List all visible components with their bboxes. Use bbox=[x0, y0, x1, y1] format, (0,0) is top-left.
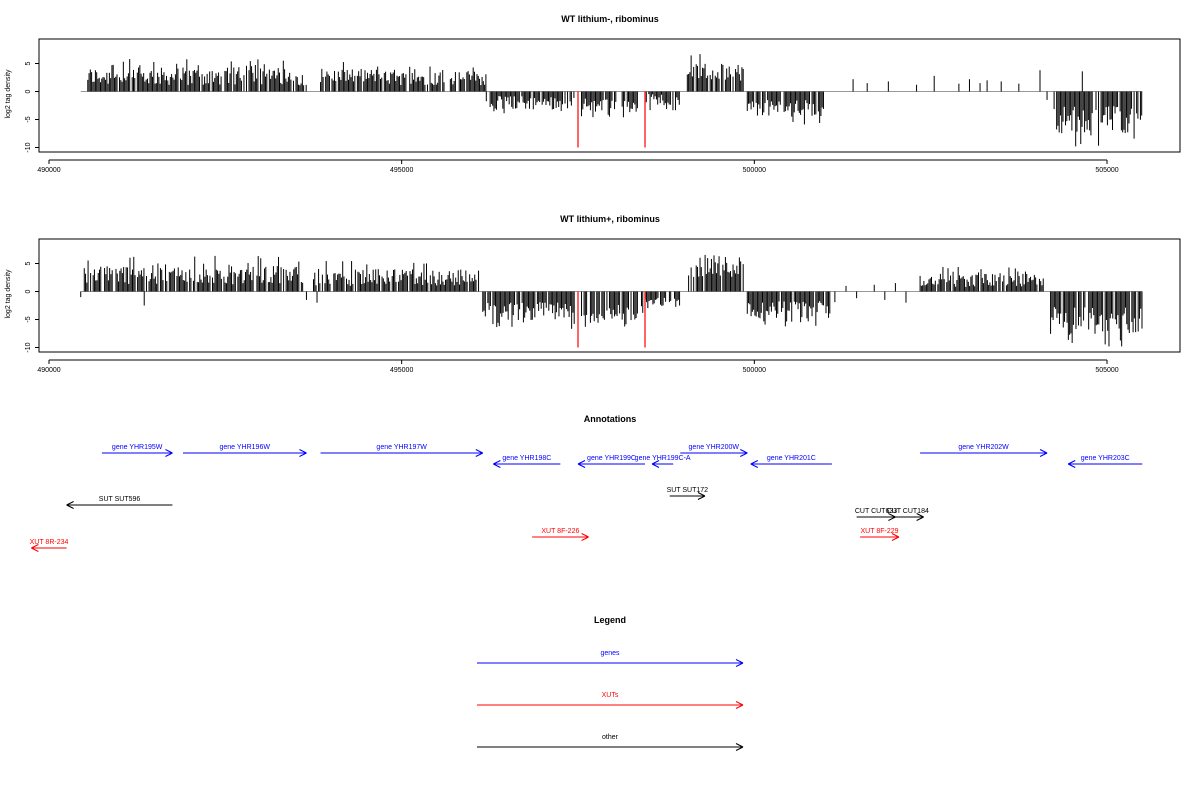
annotation-gene-yhr202w: gene YHR202W bbox=[920, 444, 1048, 457]
panel-1-ylabel: log2 tag density bbox=[5, 69, 12, 119]
x-tick-label: 500000 bbox=[743, 367, 766, 374]
legend-panel: Legend genes XUTs other bbox=[477, 615, 744, 751]
annotation-label: XUT 8F-229 bbox=[861, 528, 899, 535]
annotation-gene-yhr199c: gene YHR199C bbox=[577, 455, 646, 468]
panel-2-bars bbox=[80, 254, 1143, 348]
annotation-label: CUT CUT184 bbox=[887, 508, 929, 515]
annotation-cut-cut184: CUT CUT184 bbox=[887, 508, 929, 521]
legend-title: Legend bbox=[594, 615, 626, 625]
legend-item-other: other bbox=[477, 734, 744, 751]
annotations-title: Annotations bbox=[584, 414, 637, 424]
annotation-label: gene YHR203C bbox=[1081, 455, 1130, 462]
legend-label: genes bbox=[600, 650, 620, 657]
annotation-label: gene YHR202W bbox=[958, 444, 1009, 451]
y-tick-label: -10 bbox=[25, 342, 32, 352]
y-tick-label: 5 bbox=[25, 261, 32, 265]
annotation-label: XUT 8F-226 bbox=[541, 528, 579, 535]
x-tick-label: 495000 bbox=[390, 367, 413, 374]
annotation-xut-8f-229: XUT 8F-229 bbox=[860, 528, 900, 541]
annotation-label: gene YHR196W bbox=[219, 444, 270, 451]
y-tick-label: -5 bbox=[25, 316, 32, 322]
panel-2-title: WT lithium+, ribominus bbox=[560, 214, 660, 224]
legend-items: genes XUTs other bbox=[477, 650, 744, 751]
annotation-label: gene YHR199C-A bbox=[635, 455, 691, 462]
y-tick-label: 5 bbox=[25, 61, 32, 65]
annotation-label: CUT CUT633 bbox=[855, 508, 897, 515]
annotation-label: SUT SUT596 bbox=[99, 496, 141, 503]
annotation-gene-yhr200w: gene YHR200W bbox=[680, 444, 748, 457]
x-tick-label: 490000 bbox=[37, 367, 60, 374]
legend-item-genes: genes bbox=[477, 650, 744, 667]
annotation-gene-yhr198c: gene YHR198C bbox=[493, 455, 561, 468]
annotation-cut-cut633: CUT CUT633 bbox=[855, 508, 897, 521]
annotation-gene-yhr196w: gene YHR196W bbox=[183, 444, 307, 457]
annotation-label: gene YHR195W bbox=[112, 444, 163, 451]
annotation-label: gene YHR199C bbox=[587, 455, 636, 462]
annotation-gene-yhr201c: gene YHR201C bbox=[750, 455, 832, 468]
annotation-sut-sut596: SUT SUT596 bbox=[66, 496, 173, 509]
panel-lithium-plus: WT lithium+, ribominus log2 tag density … bbox=[5, 214, 1181, 374]
annotation-features: gene YHR195W gene YHR196W gene YHR197W gene… bbox=[30, 444, 1143, 552]
y-tick-label: -10 bbox=[25, 142, 32, 152]
annotation-sut-sut172: SUT SUT172 bbox=[667, 487, 709, 500]
annotation-gene-yhr203c: gene YHR203C bbox=[1067, 455, 1143, 468]
x-tick-label: 505000 bbox=[1095, 367, 1118, 374]
annotation-gene-yhr199c-a: gene YHR199C-A bbox=[635, 455, 691, 468]
y-tick-label: 0 bbox=[25, 89, 32, 93]
x-tick-label: 500000 bbox=[743, 167, 766, 174]
annotation-gene-yhr195w: gene YHR195W bbox=[101, 444, 173, 457]
y-tick-label: -5 bbox=[25, 116, 32, 122]
annotation-label: gene YHR200W bbox=[689, 444, 740, 451]
x-tick-label: 490000 bbox=[37, 167, 60, 174]
panel-lithium-minus: WT lithium-, ribominus log2 tag density … bbox=[5, 14, 1181, 174]
annotation-label: gene YHR197W bbox=[376, 444, 427, 451]
panel-1-axes: -10 -5 0 5 490000 495000 500000 505000 bbox=[25, 61, 1119, 174]
annotation-label: XUT 8R-234 bbox=[30, 539, 69, 546]
y-tick-label: 0 bbox=[25, 289, 32, 293]
legend-label: XUTs bbox=[602, 692, 619, 699]
annotation-label: SUT SUT172 bbox=[667, 487, 709, 494]
x-tick-label: 505000 bbox=[1095, 167, 1118, 174]
annotation-gene-yhr197w: gene YHR197W bbox=[320, 444, 484, 457]
legend-item-xuts: XUTs bbox=[477, 692, 744, 709]
legend-label: other bbox=[602, 734, 619, 741]
panel-2-ylabel: log2 tag density bbox=[5, 269, 12, 319]
annotation-xut-8f-226: XUT 8F-226 bbox=[532, 528, 589, 541]
annotation-xut-8r-234: XUT 8R-234 bbox=[30, 539, 69, 552]
panel-1-title: WT lithium-, ribominus bbox=[561, 14, 659, 24]
x-tick-label: 495000 bbox=[390, 167, 413, 174]
panel-1-bars bbox=[80, 54, 1143, 148]
annotation-label: gene YHR198C bbox=[502, 455, 551, 462]
panel-2-axes: -10 -5 0 5 490000 495000 500000 505000 bbox=[25, 261, 1119, 374]
annotations-panel: Annotations gene YHR195W gene YHR196W gene… bbox=[30, 414, 1143, 552]
annotation-label: gene YHR201C bbox=[767, 455, 816, 462]
